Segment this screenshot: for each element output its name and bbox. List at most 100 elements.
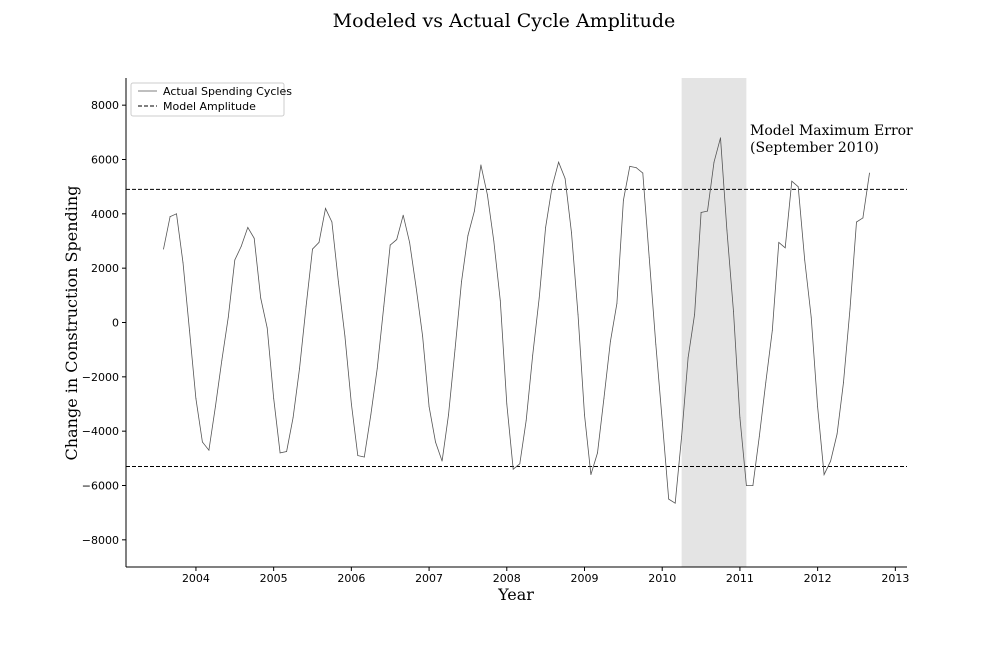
actual-spending-point: [169, 216, 171, 217]
x-axis-label: Year: [497, 585, 534, 604]
y-tick-label: −8000: [82, 534, 119, 547]
actual-spending-point: [681, 436, 683, 437]
actual-spending-point: [273, 398, 275, 399]
x-tick-label: 2010: [648, 572, 676, 585]
actual-spending-point: [584, 414, 585, 416]
actual-spending-point: [771, 330, 773, 332]
actual-spending-point: [286, 451, 288, 452]
actual-spending-point: [603, 398, 605, 399]
actual-spending-point: [337, 281, 339, 283]
x-tick-label: 2007: [415, 572, 443, 585]
actual-spending-point: [519, 463, 521, 465]
actual-spending-point: [376, 368, 378, 370]
actual-spending-point: [312, 248, 313, 250]
actual-spending-point: [791, 180, 793, 182]
actual-spending-point: [325, 208, 326, 209]
actual-spending-point: [454, 349, 456, 351]
actual-spending-point: [700, 212, 702, 213]
actual-spending-point: [389, 244, 391, 246]
actual-spending-point: [331, 221, 333, 223]
y-tick-label: 8000: [91, 99, 119, 112]
y-tick-label: −4000: [82, 425, 119, 438]
actual-spending-point: [441, 460, 443, 462]
actual-spending-point: [415, 286, 417, 288]
x-ticks: 2004 2005 2006 2007 2008 2009 2010 2011 2012 2013: [182, 567, 909, 585]
y-ticks: −8000 −6000 −4000 −2000 0 2000 4000 6000 8000: [82, 99, 126, 547]
actual-spending-point: [428, 406, 430, 408]
actual-spending-point: [745, 485, 747, 486]
actual-spending-point: [525, 419, 527, 421]
actual-spending-point: [163, 248, 164, 250]
actual-spending-point: [551, 186, 553, 188]
actual-spending-point: [661, 419, 663, 421]
actual-spending-point: [448, 414, 449, 416]
actual-spending-point: [830, 460, 832, 462]
actual-spending-point: [201, 441, 203, 443]
actual-spending-point: [765, 381, 767, 383]
actual-spending-point: [597, 452, 598, 454]
x-tick-label: 2005: [260, 572, 288, 585]
actual-spending-point: [869, 172, 870, 174]
actual-spending-point: [182, 262, 184, 264]
actual-spending-point: [266, 327, 268, 329]
actual-spending-point: [538, 297, 540, 299]
actual-spending-point: [694, 313, 696, 315]
x-tick-label: 2009: [570, 572, 598, 585]
y-tick-label: −2000: [82, 371, 119, 384]
actual-spending-point: [707, 210, 708, 212]
actual-spending-point: [435, 441, 436, 443]
actual-spending-point: [350, 403, 352, 405]
legend: Actual Spending Cycles Model Amplitude: [130, 82, 292, 117]
actual-spending-point: [493, 240, 495, 242]
y-tick-label: 6000: [91, 154, 119, 167]
actual-spending-point: [713, 161, 715, 163]
actual-spending-point: [363, 456, 365, 458]
actual-spending-point: [629, 165, 631, 167]
actual-spending-point: [176, 213, 177, 215]
actual-spending-point: [564, 178, 566, 179]
actual-spending-point: [849, 308, 851, 310]
actual-spending-point: [571, 232, 572, 234]
annotation-line-1: Model Maximum Error: [750, 123, 913, 139]
actual-spending-point: [797, 186, 799, 188]
actual-spending-point: [635, 167, 637, 169]
actual-spending-point: [247, 227, 249, 228]
actual-spending-point: [318, 241, 320, 243]
actual-spending-point: [804, 259, 806, 261]
y-tick-label: 0: [112, 317, 119, 330]
x-tick-label: 2004: [182, 572, 210, 585]
actual-spending-point: [720, 137, 721, 139]
actual-spending-point: [461, 281, 462, 283]
actual-spending-point: [668, 498, 670, 500]
actual-spending-point: [357, 455, 359, 457]
actual-spending-point: [642, 172, 644, 174]
actual-spending-point: [784, 247, 786, 249]
actual-spending-point: [545, 227, 547, 228]
actual-spending-point: [253, 237, 255, 239]
actual-spending-point: [843, 381, 844, 383]
x-tick-label: 2006: [337, 572, 365, 585]
actual-spending-point: [344, 335, 346, 337]
y-tick-label: −6000: [82, 480, 119, 493]
actual-spending-point: [687, 357, 689, 359]
chart-title: Modeled vs Actual Cycle Amplitude: [333, 10, 676, 32]
actual-spending-point: [558, 161, 560, 163]
actual-spending-point: [512, 468, 514, 470]
legend-label-model: Model Amplitude: [163, 100, 256, 113]
actual-spending-point: [655, 343, 657, 345]
actual-spending-point: [195, 398, 197, 399]
x-tick-label: 2011: [726, 572, 754, 585]
actual-spending-point: [234, 259, 236, 261]
actual-spending-point: [260, 297, 262, 299]
highlight-span: [681, 78, 747, 567]
actual-spending-point: [480, 164, 482, 166]
x-tick-label: 2012: [804, 572, 832, 585]
actual-spending-points: [163, 137, 870, 504]
actual-spending-point: [622, 199, 624, 201]
plot-area: [126, 78, 907, 567]
actual-spending-point: [590, 474, 592, 476]
actual-spending-point: [823, 474, 825, 476]
actual-spending-point: [422, 335, 424, 337]
actual-spending-point: [506, 403, 508, 405]
actual-spending-series-line: [163, 137, 870, 504]
